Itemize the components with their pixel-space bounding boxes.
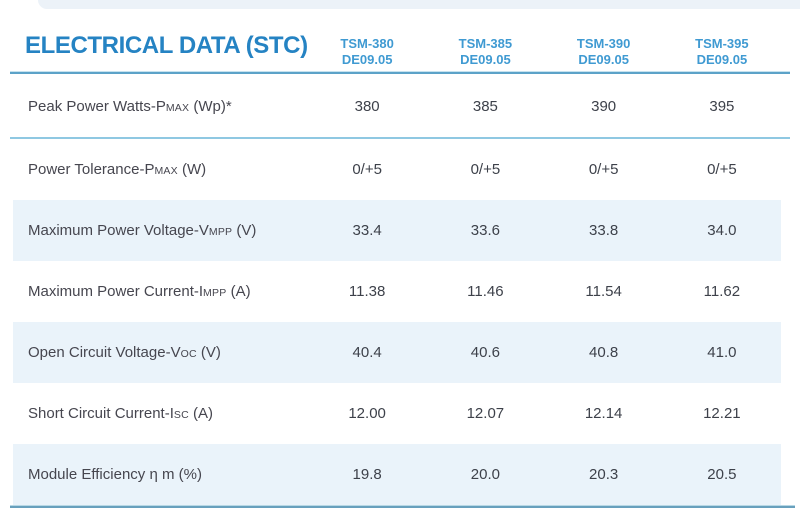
value-cell: 12.00 (348, 405, 386, 422)
value-cell: 40.4 (352, 344, 382, 361)
value-cell: 390 (591, 98, 617, 115)
value-cell: 33.4 (352, 222, 382, 239)
value-cell: 40.8 (589, 344, 619, 361)
row-label-suffix: (V) (232, 222, 257, 239)
value-cell: 12.21 (703, 405, 741, 422)
model-name: TSM-385 (458, 36, 513, 51)
row-label-subscript: MAX (154, 165, 178, 177)
row-label-subscript: SC (173, 409, 189, 421)
row-label-main: Open Circuit Voltage-V (28, 344, 181, 361)
row-label-main: Peak Power Watts-P (28, 98, 166, 115)
value-cell: 20.5 (707, 466, 737, 483)
row-label-main: Power Tolerance-P (28, 161, 155, 178)
page-title: ELECTRICAL DATA (STC) (25, 32, 308, 59)
model-version: DE09.05 (578, 51, 629, 67)
table-row: Peak Power Watts-PMAX (Wp)* 380 385 390 … (13, 76, 781, 137)
value-cell: 11.38 (348, 283, 386, 300)
header-rule (10, 71, 790, 74)
column-header: TSM-385 DE09.05 (426, 36, 544, 68)
model-version: DE09.05 (460, 51, 511, 67)
row-label: Maximum Power Current-IMPP (A) (13, 283, 308, 300)
value-cell: 11.46 (467, 283, 504, 300)
table-row: Maximum Power Current-IMPP (A) 11.38 11.… (13, 261, 781, 322)
row-label: Short Circuit Current-ISC (A) (13, 405, 308, 422)
value-cell: 12.07 (466, 405, 505, 422)
row-label-suffix: (A) (188, 405, 214, 422)
model-version: DE09.05 (696, 51, 748, 67)
row-label-suffix: (V) (196, 344, 221, 361)
column-header: TSM-380 DE09.05 (308, 36, 426, 68)
value-cell: 12.14 (584, 405, 623, 422)
row-separator (10, 137, 790, 139)
table-row: Short Circuit Current-ISC (A) 12.00 12.0… (13, 383, 781, 444)
value-cell: 0/+5 (707, 161, 737, 178)
table-header-row: TSM-380 DE09.05 TSM-385 DE09.05 TSM-390 … (308, 36, 781, 68)
table-row: Open Circuit Voltage-VOC (V) 40.4 40.6 4… (13, 322, 781, 383)
row-label: Module Efficiency η m (%) (13, 466, 308, 483)
row-label-subscript: OC (180, 348, 197, 360)
model-name: TSM-390 (576, 36, 631, 51)
value-cell: 395 (709, 98, 735, 115)
value-cell: 380 (354, 98, 380, 115)
model-version: DE09.05 (341, 51, 393, 67)
value-cell: 19.8 (352, 466, 382, 483)
row-label: Peak Power Watts-PMAX (Wp)* (13, 98, 308, 115)
model-name: TSM-380 (340, 36, 394, 51)
value-cell: 34.0 (707, 222, 737, 239)
value-cell: 20.0 (470, 466, 500, 483)
column-header: TSM-390 DE09.05 (545, 36, 663, 68)
value-cell: 0/+5 (588, 161, 619, 178)
row-label-main: Short Circuit Current-I (28, 405, 174, 422)
row-label-main: Maximum Power Current-I (28, 283, 204, 300)
value-cell: 33.6 (470, 222, 500, 239)
bottom-rule (10, 505, 795, 508)
row-label-subscript: MPP (208, 226, 233, 238)
row-label: Maximum Power Voltage-VMPP (V) (13, 222, 308, 239)
column-header: TSM-395 DE09.05 (663, 36, 781, 68)
table-row: Maximum Power Voltage-VMPP (V) 33.4 33.6… (13, 200, 781, 261)
value-cell: 41.0 (707, 344, 737, 361)
row-label-suffix: (A) (226, 283, 251, 300)
value-cell: 0/+5 (470, 161, 501, 178)
row-label-suffix: (W) (177, 161, 207, 178)
value-cell: 385 (472, 98, 498, 115)
value-cell: 11.62 (703, 283, 741, 300)
row-label: Open Circuit Voltage-VOC (V) (13, 344, 308, 361)
decorative-top-edge (38, 0, 800, 9)
value-cell: 33.8 (589, 222, 619, 239)
row-label-main: Module Efficiency η m (%) (28, 466, 202, 483)
row-label: Power Tolerance-PMAX (W) (13, 161, 308, 178)
table-row: Power Tolerance-PMAX (W) 0/+5 0/+5 0/+5 … (13, 139, 781, 200)
row-label-subscript: MAX (165, 102, 190, 114)
row-label-main: Maximum Power Voltage-V (28, 222, 209, 239)
row-label-subscript: MPP (203, 287, 227, 299)
value-cell: 11.54 (585, 283, 622, 300)
value-cell: 0/+5 (352, 161, 382, 178)
model-name: TSM-395 (695, 36, 749, 51)
row-label-suffix: (Wp)* (189, 98, 232, 115)
table-row: Module Efficiency η m (%) 19.8 20.0 20.3… (13, 444, 781, 505)
spec-table: Peak Power Watts-PMAX (Wp)* 380 385 390 … (0, 76, 800, 505)
value-cell: 20.3 (589, 466, 619, 483)
value-cell: 40.6 (470, 344, 500, 361)
